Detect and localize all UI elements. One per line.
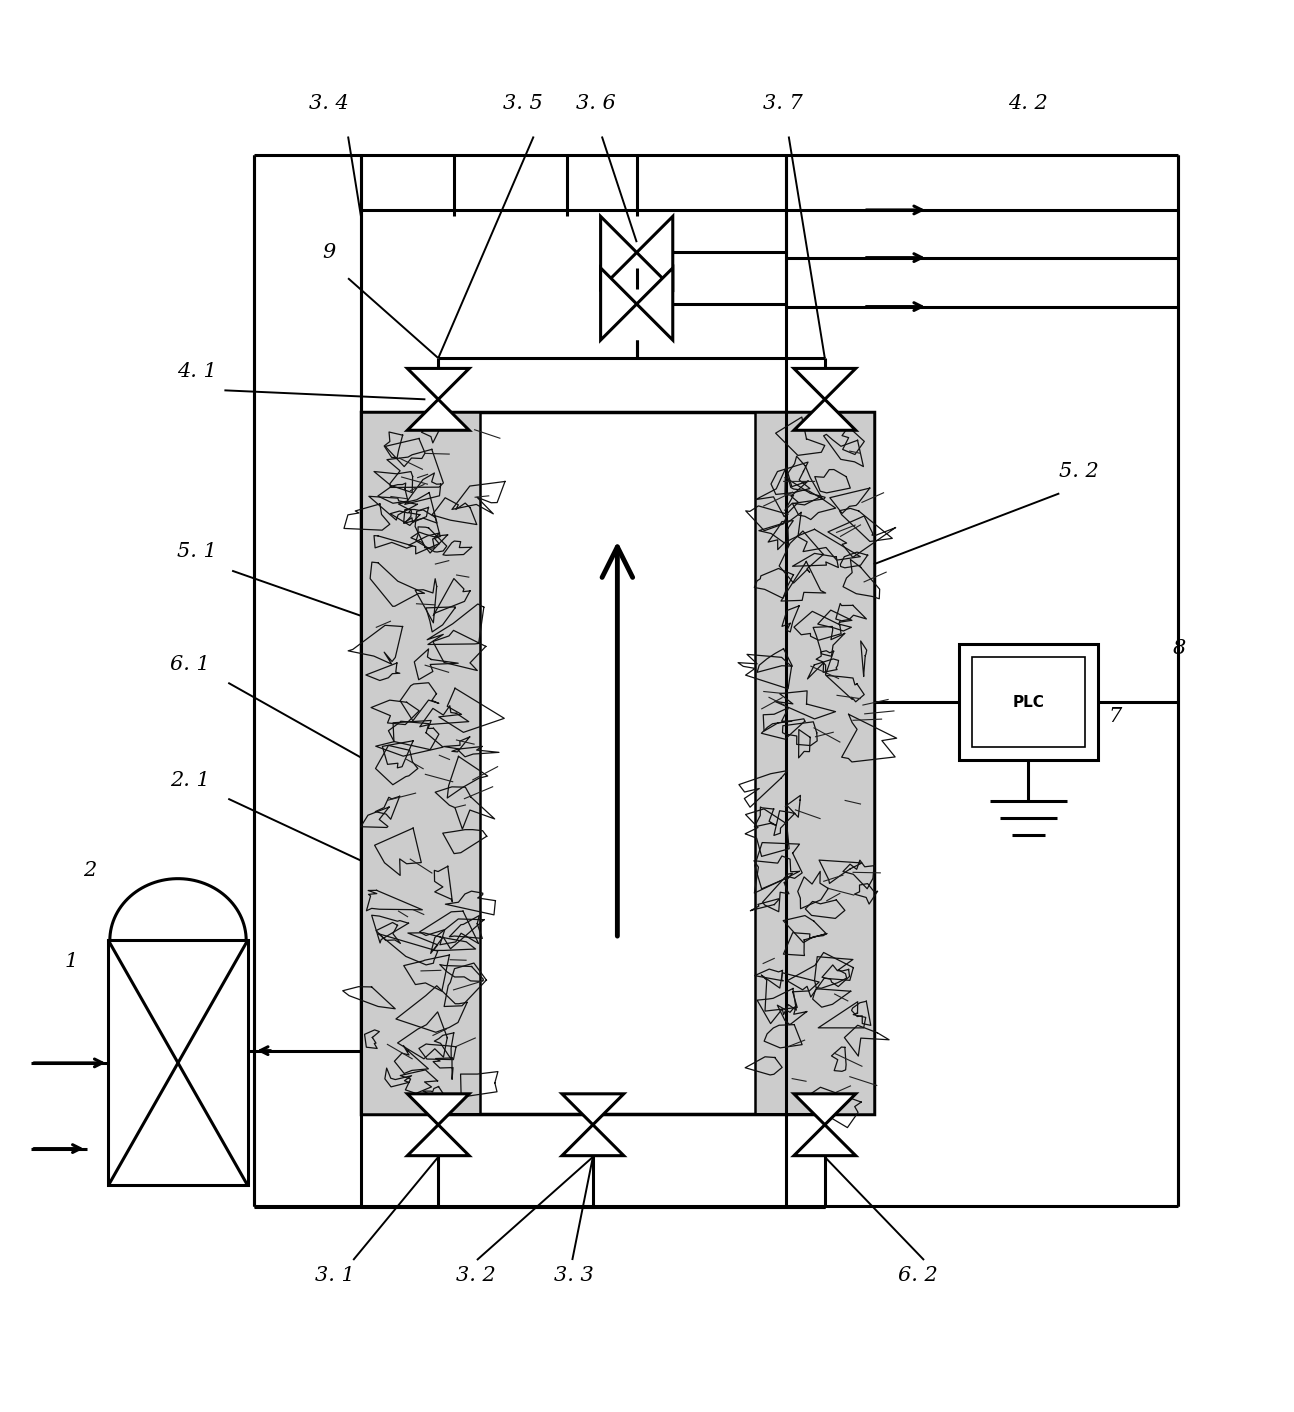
Text: 6. 2: 6. 2 — [898, 1267, 938, 1285]
Polygon shape — [562, 1125, 624, 1155]
Text: 5. 1: 5. 1 — [177, 542, 216, 561]
Polygon shape — [600, 268, 637, 340]
Polygon shape — [795, 1125, 855, 1155]
Text: 4. 1: 4. 1 — [177, 361, 216, 380]
Text: 5. 2: 5. 2 — [1060, 462, 1099, 481]
Polygon shape — [795, 400, 855, 431]
Polygon shape — [408, 400, 470, 431]
Text: 3. 5: 3. 5 — [502, 93, 542, 113]
Bar — [972, 657, 1086, 747]
Bar — [361, 412, 480, 1114]
Text: 3. 2: 3. 2 — [457, 1267, 496, 1285]
Bar — [959, 644, 1097, 760]
Text: 1: 1 — [65, 952, 78, 970]
Text: 4. 2: 4. 2 — [1008, 93, 1048, 113]
Polygon shape — [637, 268, 673, 340]
Bar — [756, 412, 873, 1114]
Text: 3. 3: 3. 3 — [554, 1267, 594, 1285]
Polygon shape — [600, 216, 637, 288]
Text: 9: 9 — [322, 243, 335, 263]
Polygon shape — [562, 1094, 624, 1125]
Bar — [361, 412, 873, 1114]
Text: PLC: PLC — [1012, 695, 1044, 710]
Text: 7: 7 — [1108, 707, 1122, 726]
Text: 2. 1: 2. 1 — [171, 771, 210, 791]
Bar — [109, 940, 247, 1185]
Text: 3. 7: 3. 7 — [763, 93, 802, 113]
Text: 6. 1: 6. 1 — [171, 655, 210, 675]
Polygon shape — [408, 1094, 470, 1125]
Text: 3. 1: 3. 1 — [314, 1267, 355, 1285]
Text: 2: 2 — [83, 861, 96, 881]
Text: 3. 4: 3. 4 — [309, 93, 349, 113]
Polygon shape — [795, 369, 855, 400]
Text: 3. 6: 3. 6 — [576, 93, 616, 113]
Text: 8: 8 — [1172, 638, 1185, 658]
Polygon shape — [637, 216, 673, 288]
Polygon shape — [408, 369, 470, 400]
Polygon shape — [795, 1094, 855, 1125]
Polygon shape — [408, 1125, 470, 1155]
